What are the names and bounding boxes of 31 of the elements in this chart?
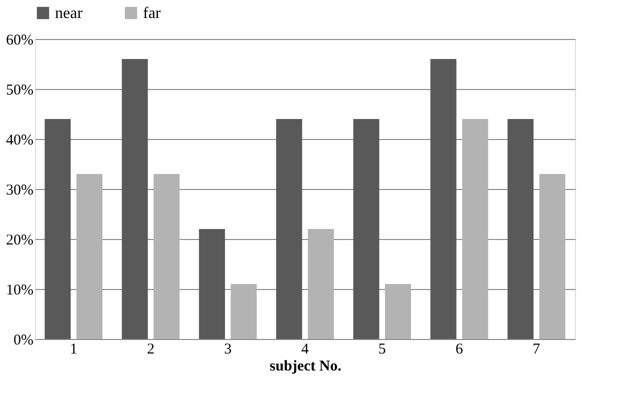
x-tick-label: 6 bbox=[456, 342, 464, 358]
bar bbox=[539, 174, 566, 339]
bar bbox=[462, 119, 488, 339]
bar bbox=[276, 119, 302, 339]
bar bbox=[76, 174, 102, 339]
y-tick-label: 10% bbox=[6, 282, 34, 298]
x-tick-label: 4 bbox=[301, 342, 310, 358]
bar bbox=[230, 284, 257, 339]
y-tick-label: 50% bbox=[6, 82, 34, 98]
y-tick-label: 30% bbox=[6, 182, 34, 198]
bar bbox=[154, 174, 180, 339]
y-tick-label: 40% bbox=[6, 132, 34, 148]
bar bbox=[430, 59, 456, 339]
bar bbox=[198, 229, 225, 339]
y-tick-label: 20% bbox=[6, 232, 34, 248]
x-tick-label: 5 bbox=[378, 342, 386, 358]
y-tick-label: 0% bbox=[14, 332, 34, 348]
bar bbox=[508, 119, 534, 339]
bar bbox=[44, 119, 71, 339]
x-tick-label: 1 bbox=[70, 342, 78, 358]
bar bbox=[385, 284, 412, 339]
bar bbox=[353, 119, 380, 339]
x-axis-title: subject No. bbox=[270, 358, 342, 374]
x-tick-label: 7 bbox=[532, 342, 541, 358]
legend-label: far bbox=[143, 5, 162, 22]
bar bbox=[122, 59, 148, 339]
x-tick-label: 2 bbox=[146, 342, 154, 358]
legend-label: near bbox=[55, 5, 84, 22]
x-tick-label: 3 bbox=[224, 342, 232, 358]
bar bbox=[308, 229, 334, 339]
y-tick-label: 60% bbox=[6, 32, 34, 48]
